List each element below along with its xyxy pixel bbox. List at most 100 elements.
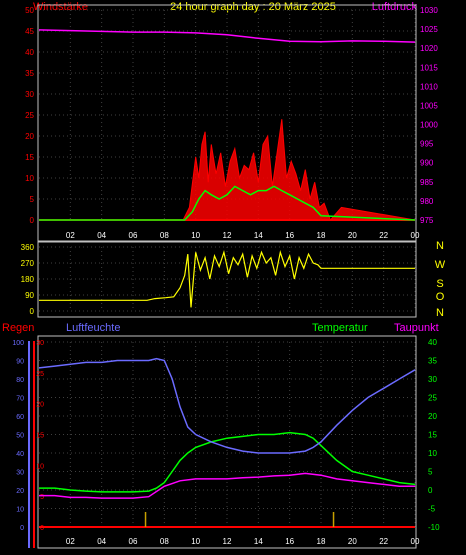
rain-tick-label: 15 [36, 433, 44, 440]
direction-tick-label: 180 [21, 275, 35, 284]
dewpoint-axis-label: Taupunkt [394, 322, 439, 334]
pressure-tick-label: 1025 [420, 25, 438, 34]
wind-gust-area [39, 119, 415, 220]
humidity-tick-label: 10 [16, 507, 24, 514]
pressure-tick-label: 995 [420, 140, 434, 149]
pressure-tick-label: 975 [420, 216, 434, 225]
temperature-tick-label: 10 [428, 449, 437, 458]
rain-tick-label: 5 [40, 494, 44, 501]
x-tick-label: 10 [191, 231, 200, 240]
x-tick-label: 08 [160, 537, 169, 546]
x-tick-label: 12 [223, 537, 232, 546]
pressure-tick-label: 1010 [420, 82, 438, 91]
compass-labels: N W S O N [435, 240, 446, 319]
x-tick-label: 20 [348, 231, 357, 240]
x-tick-label: 16 [285, 537, 294, 546]
wind-average-line [39, 185, 416, 221]
x-tick-label: 14 [254, 231, 263, 240]
compass-label: N [436, 240, 444, 252]
x-tick-label: 12 [223, 231, 232, 240]
x-tick-label: 04 [97, 537, 106, 546]
temperature-tick-label: -10 [428, 523, 440, 532]
pressure-line [38, 29, 416, 43]
x-tick-label: 20 [348, 537, 357, 546]
pressure-tick-label: 1015 [420, 63, 438, 72]
x-tick-label: 00 [411, 537, 420, 546]
x-tick-label: 06 [129, 537, 138, 546]
rain-tick-label: 0 [40, 525, 44, 532]
pressure-tick-label: 985 [420, 178, 434, 187]
compass-label: O [436, 291, 445, 303]
temperature-axis-label: Temperatur [312, 322, 368, 334]
rain-tick-label: 20 [36, 402, 44, 409]
compass-label: W [435, 259, 446, 271]
x-tick-label: 02 [66, 537, 75, 546]
rain-tick-label: 30 [36, 340, 44, 347]
wind-tick-label: 10 [25, 174, 34, 183]
x-tick-label: 22 [379, 537, 388, 546]
humidity-axis-label: Luftfeuchte [66, 322, 120, 334]
humidity-tick-label: 0 [20, 525, 24, 532]
x-tick-label: 08 [160, 231, 169, 240]
temperature-tick-label: 25 [428, 394, 437, 403]
x-tick-label: 10 [191, 537, 200, 546]
humidity-tick-label: 100 [12, 340, 24, 347]
pressure-axis-label: Luftdruck [372, 1, 418, 13]
humidity-tick-label: 70 [16, 396, 24, 403]
humidity-tick-label: 50 [16, 433, 24, 440]
x-tick-label: 14 [254, 537, 263, 546]
wind-gust-line [39, 119, 416, 221]
compass-label: N [436, 307, 444, 319]
direction-tick-label: 270 [21, 259, 35, 268]
humidity-tick-label: 60 [16, 414, 24, 421]
wind-tick-label: 20 [25, 132, 34, 141]
x-tick-label: 06 [129, 231, 138, 240]
pressure-tick-label: 1030 [420, 6, 438, 15]
direction-tick-label: 90 [25, 291, 34, 300]
climate-panel-frame [37, 335, 417, 549]
rain-axis-label: Regen [2, 322, 34, 334]
x-tick-label: 04 [97, 231, 106, 240]
temperature-tick-label: 30 [428, 375, 437, 384]
direction-tick-label: 360 [21, 243, 35, 252]
humidity-tick-label: 90 [16, 359, 24, 366]
temperature-tick-label: 35 [428, 357, 437, 366]
wind-tick-label: 35 [25, 69, 34, 78]
direction-panel-frame [37, 240, 417, 318]
direction-tick-label: 0 [30, 307, 35, 316]
rain-tick-label: 10 [36, 463, 44, 470]
x-tick-label: 16 [285, 231, 294, 240]
humidity-tick-label: 20 [16, 488, 24, 495]
humidity-tick-label: 40 [16, 451, 24, 458]
pressure-tick-label: 1000 [420, 121, 438, 130]
temperature-tick-label: 20 [428, 412, 437, 421]
wind-tick-label: 5 [30, 195, 35, 204]
x-tick-label: 18 [317, 537, 326, 546]
humidity-tick-label: 80 [16, 377, 24, 384]
x-tick-label: 18 [317, 231, 326, 240]
x-tick-label: 22 [379, 231, 388, 240]
rain-tick-label: 25 [36, 371, 44, 378]
wind-tick-label: 15 [25, 153, 34, 162]
wind-tick-label: 30 [25, 90, 34, 99]
wind-tick-label: 25 [25, 111, 34, 120]
wind-direction-line [39, 249, 415, 308]
pressure-tick-label: 990 [420, 159, 434, 168]
wind-tick-label: 40 [25, 48, 34, 57]
humidity-tick-label: 30 [16, 470, 24, 477]
temperature-tick-label: 40 [428, 338, 437, 347]
pressure-tick-label: 1020 [420, 44, 438, 53]
temperature-tick-label: -5 [428, 505, 436, 514]
wind-tick-label: 45 [25, 27, 34, 36]
wind-axis-label: Windstärke [33, 1, 88, 13]
temperature-tick-label: 15 [428, 431, 437, 440]
wind-panel-frame [37, 4, 417, 243]
temperature-tick-label: 0 [428, 486, 433, 495]
humidity-line [38, 357, 416, 454]
temperature-tick-label: 5 [428, 468, 433, 477]
x-tick-label: 02 [66, 231, 75, 240]
chart-title: 24 hour graph day : 20 März 2025 [170, 1, 336, 13]
x-tick-label: 00 [411, 231, 420, 240]
compass-label: S [436, 278, 443, 290]
